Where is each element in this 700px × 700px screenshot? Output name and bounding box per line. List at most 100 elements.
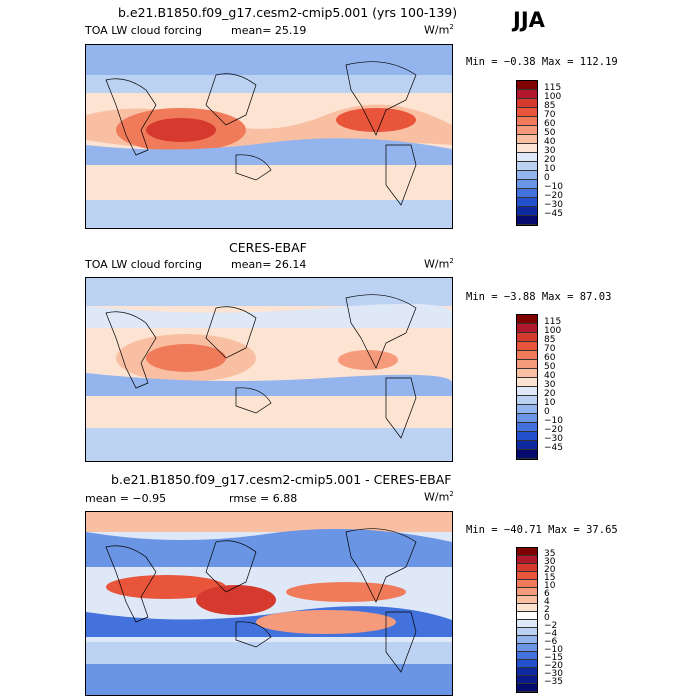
colorbar-swatch [517,668,537,676]
colorbar-swatch [517,588,537,596]
colorbar-tick-label: 15 [544,573,556,583]
colorbar-tick-label: 2 [544,605,550,615]
panel1-unit: W/m2 [424,23,454,37]
colorbar-tick-label: 60 [544,353,556,363]
colorbar-tick-label: −45 [544,443,563,453]
colorbar-swatch [517,81,537,90]
panel1-colorbar [516,80,538,226]
colorbar-swatch [517,90,537,99]
panel2-map-field [86,278,452,461]
colorbar-swatch [517,612,537,620]
colorbar-tick-label: 20 [544,389,556,399]
colorbar-tick-label: −6 [544,637,558,647]
colorbar-tick-label: 85 [544,101,556,111]
colorbar-tick-label: −10 [544,416,563,426]
colorbar-tick-label: 10 [544,164,556,174]
colorbar-swatch [517,396,537,405]
colorbar-tick-label: −20 [544,191,563,201]
panel1-variable: TOA LW cloud forcing [85,24,202,37]
colorbar-tick-label: 100 [544,326,562,336]
colorbar-swatch [517,153,537,162]
colorbar-tick-label: −30 [544,669,563,679]
panel3-rmse: rmse = 6.88 [229,492,298,505]
colorbar-swatch [517,405,537,414]
colorbar-swatch [517,644,537,652]
colorbar-tick-label: −10 [544,645,563,655]
colorbar-swatch [517,387,537,396]
colorbar-swatch [517,441,537,450]
colorbar-swatch [517,620,537,628]
colorbar-tick-label: 20 [544,155,556,165]
colorbar-swatch [517,684,537,692]
colorbar-swatch [517,171,537,180]
panel2-title: CERES-EBAF [229,240,307,255]
season-label: JJA [513,8,545,32]
colorbar-tick-label: 20 [544,565,556,575]
colorbar-swatch [517,324,537,333]
panel1-title: b.e21.B1850.f09_g17.cesm2-cmip5.001 (yrs… [118,5,458,20]
colorbar-tick-label: 6 [544,589,550,599]
colorbar-tick-label: −45 [544,209,563,219]
colorbar-tick-label: −20 [544,425,563,435]
colorbar-swatch [517,369,537,378]
colorbar-tick-label: 115 [544,317,562,327]
colorbar-swatch [517,636,537,644]
colorbar-swatch [517,108,537,117]
colorbar-swatch [517,162,537,171]
colorbar-swatch [517,216,537,225]
panel2-colorbar [516,314,538,460]
colorbar-tick-label: 35 [544,549,556,559]
panel3-unit: W/m2 [424,490,454,504]
colorbar-swatch [517,198,537,207]
colorbar-tick-label: 85 [544,335,556,345]
colorbar-swatch [517,144,537,153]
panel3-minmax: Min = −40.71 Max = 37.65 [466,524,618,536]
colorbar-tick-label: 30 [544,146,556,156]
colorbar-tick-label: −35 [544,677,563,687]
panel3-title: b.e21.B1850.f09_g17.cesm2-cmip5.001 - CE… [111,472,452,487]
panel1-map-field [86,45,452,228]
colorbar-tick-label: 40 [544,137,556,147]
colorbar-tick-label: 0 [544,613,550,623]
colorbar-tick-label: 40 [544,371,556,381]
colorbar-tick-label: −2 [544,621,558,631]
colorbar-tick-label: 0 [544,173,550,183]
colorbar-swatch [517,351,537,360]
colorbar-tick-label: −30 [544,200,563,210]
colorbar-swatch [517,660,537,668]
colorbar-swatch [517,596,537,604]
colorbar-tick-label: 70 [544,110,556,120]
colorbar-swatch [517,423,537,432]
colorbar-swatch [517,450,537,459]
colorbar-tick-label: 50 [544,362,556,372]
colorbar-tick-label: 10 [544,581,556,591]
colorbar-swatch [517,378,537,387]
colorbar-swatch [517,548,537,556]
panel3-colorbar [516,547,538,693]
colorbar-tick-label: 4 [544,597,550,607]
colorbar-swatch [517,117,537,126]
panel1-map [85,44,453,229]
colorbar-swatch [517,207,537,216]
colorbar-tick-label: 30 [544,557,556,567]
colorbar-tick-label: 115 [544,83,562,93]
colorbar-swatch [517,432,537,441]
panel1-minmax: Min = −0.38 Max = 112.19 [466,56,618,68]
colorbar-tick-label: 60 [544,119,556,129]
panel2-unit: W/m2 [424,257,454,271]
colorbar-swatch [517,180,537,189]
colorbar-swatch [517,315,537,324]
panel3-map-field [86,512,452,695]
colorbar-swatch [517,580,537,588]
panel2-mean: mean= 26.14 [231,258,307,271]
panel1-mean: mean= 25.19 [231,24,307,37]
colorbar-tick-label: −10 [544,182,563,192]
colorbar-tick-label: −15 [544,653,563,663]
colorbar-tick-label: −20 [544,661,563,671]
panel2-map [85,277,453,462]
colorbar-swatch [517,342,537,351]
colorbar-swatch [517,676,537,684]
colorbar-tick-label: 50 [544,128,556,138]
panel2-minmax: Min = −3.88 Max = 87.03 [466,291,612,303]
colorbar-tick-label: −4 [544,629,558,639]
